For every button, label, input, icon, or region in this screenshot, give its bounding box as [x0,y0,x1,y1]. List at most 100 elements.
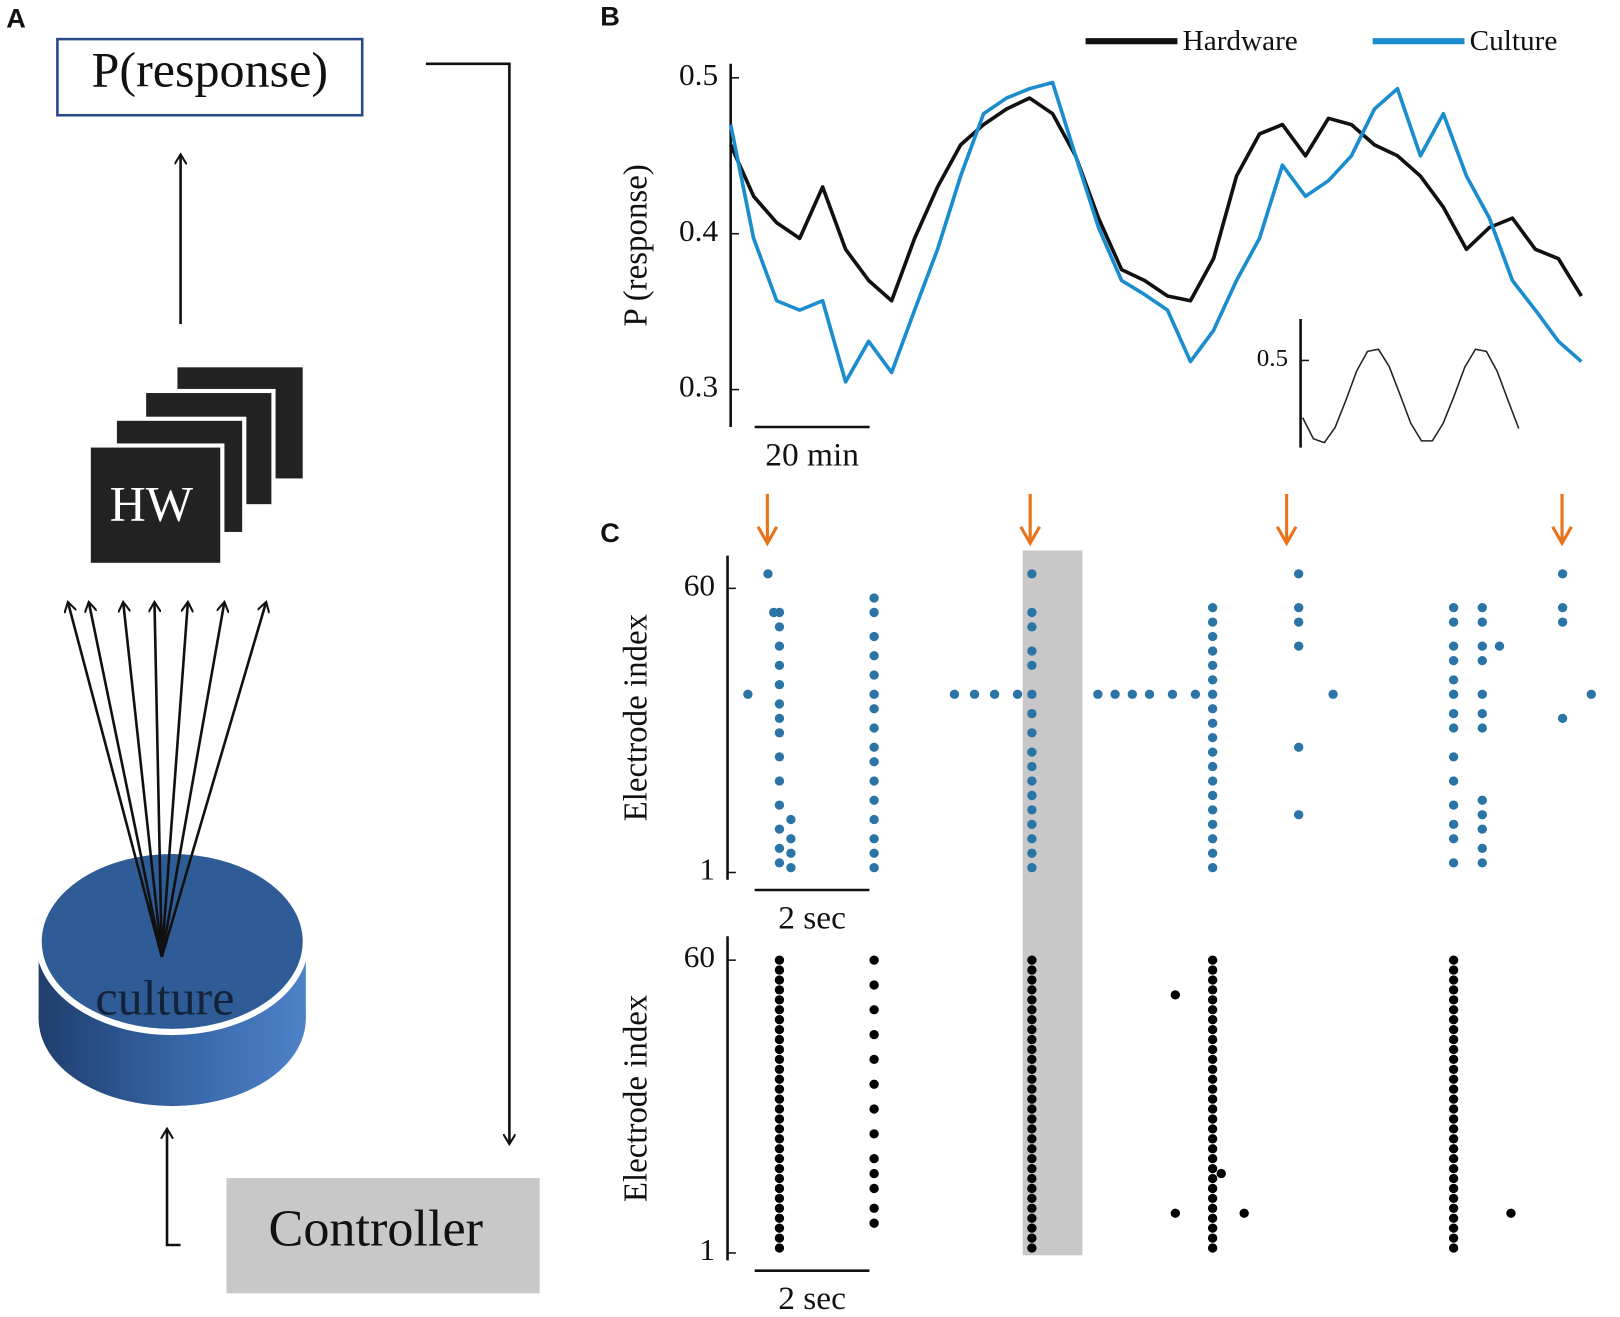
controller-label: Controller [269,1201,483,1258]
spike [1448,975,1459,985]
spike [1027,1173,1037,1184]
spike [869,1218,879,1228]
spike [869,795,879,805]
spike [1027,660,1037,671]
spike [1448,1074,1459,1084]
spike [1027,975,1037,985]
spike [1477,843,1487,854]
spike [1027,728,1037,738]
y-axis-label: Electrode index [617,614,654,822]
spike [1027,965,1037,975]
spike [869,776,879,786]
spike [1207,819,1218,829]
culture-dish [35,847,309,1036]
spike [774,1193,785,1203]
spike [1477,824,1487,834]
spike [1207,704,1218,714]
spike [1448,1024,1459,1035]
spike [1027,646,1037,656]
spike [1448,1094,1459,1104]
spike [1448,1223,1459,1233]
spike [1293,602,1304,613]
spike [1207,1084,1218,1094]
series-line [728,96,1583,303]
spike [869,1183,879,1194]
spike [869,1203,879,1213]
spike [1207,675,1218,685]
spike [1557,602,1568,613]
spike [1127,689,1137,699]
spike [774,1124,785,1134]
spike [869,834,879,844]
spike [1027,1015,1037,1025]
spike [1557,713,1568,724]
spike [1027,955,1037,965]
fan-arrows [68,602,266,958]
spike [1093,689,1103,699]
spike [774,1144,785,1154]
spike [774,776,785,786]
output-box [56,37,364,117]
spike [774,858,785,868]
spike [1207,1094,1218,1104]
spike [1448,819,1459,829]
spike [1027,1084,1037,1094]
spike [869,593,879,603]
spike [774,1203,785,1213]
spike [774,1114,785,1124]
legend-label: Hardware [1183,25,1298,57]
spike [1293,569,1304,579]
spike [1027,1054,1037,1065]
spike [774,1074,785,1084]
spike [1207,1034,1218,1045]
spike [1448,1005,1459,1015]
spike [949,689,960,699]
spike [774,680,785,690]
spike [1448,834,1459,844]
spike [1207,834,1218,844]
spike [1027,607,1037,618]
spike [774,995,785,1005]
spike [1207,1024,1218,1035]
spike [1207,1233,1218,1243]
spike [1027,805,1037,815]
spike [1027,1243,1037,1253]
spike [1557,569,1568,579]
spike [1557,617,1568,627]
spike [1207,776,1218,786]
spike [869,814,879,825]
spike [1207,1243,1218,1253]
spike [1190,689,1201,699]
spike [1144,689,1155,699]
spike [1448,1193,1459,1203]
spike [869,723,879,733]
spike [1293,641,1304,651]
spike [869,955,879,965]
spike [1448,1154,1459,1164]
spike [1207,1114,1218,1124]
spike [1448,1203,1459,1213]
spike [1027,1213,1037,1223]
spike [1448,602,1459,613]
spike [1207,660,1218,671]
spike [1448,689,1459,699]
spike [774,985,785,995]
y-axis-label: Electrode index [617,994,654,1202]
spike [869,1168,879,1179]
spike [1027,1223,1037,1233]
spike [1207,718,1218,728]
spike [1027,1064,1037,1074]
spike [1027,1193,1037,1203]
spike [1027,1154,1037,1164]
spike [1027,622,1037,632]
spike [1012,689,1023,699]
spike [869,848,879,858]
spike [774,824,785,834]
legend-label: Culture [1470,25,1558,57]
spike [1477,795,1487,805]
spike [774,1094,785,1104]
spike [774,660,785,671]
spike [774,1154,785,1164]
panel-label: C [600,518,620,548]
